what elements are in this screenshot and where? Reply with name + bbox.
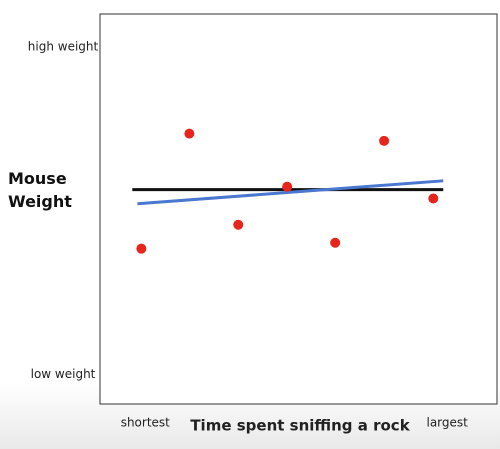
- data-point: [233, 219, 244, 230]
- y-axis-label: Mouse Weight: [8, 169, 72, 211]
- x-axis-label: Time spent sniffing a rock: [190, 417, 410, 435]
- data-point: [330, 237, 341, 248]
- fit-line: [137, 179, 444, 206]
- y-tick-label: low weight: [31, 367, 96, 381]
- plot-frame: [99, 13, 498, 405]
- data-point: [282, 181, 293, 192]
- data-point: [428, 193, 439, 204]
- data-point: [136, 243, 147, 254]
- x-tick-label: shortest: [121, 416, 170, 430]
- y-tick-label: high weight: [28, 39, 99, 53]
- data-point: [379, 135, 390, 146]
- x-tick-label: largest: [426, 416, 468, 430]
- data-point: [184, 128, 195, 139]
